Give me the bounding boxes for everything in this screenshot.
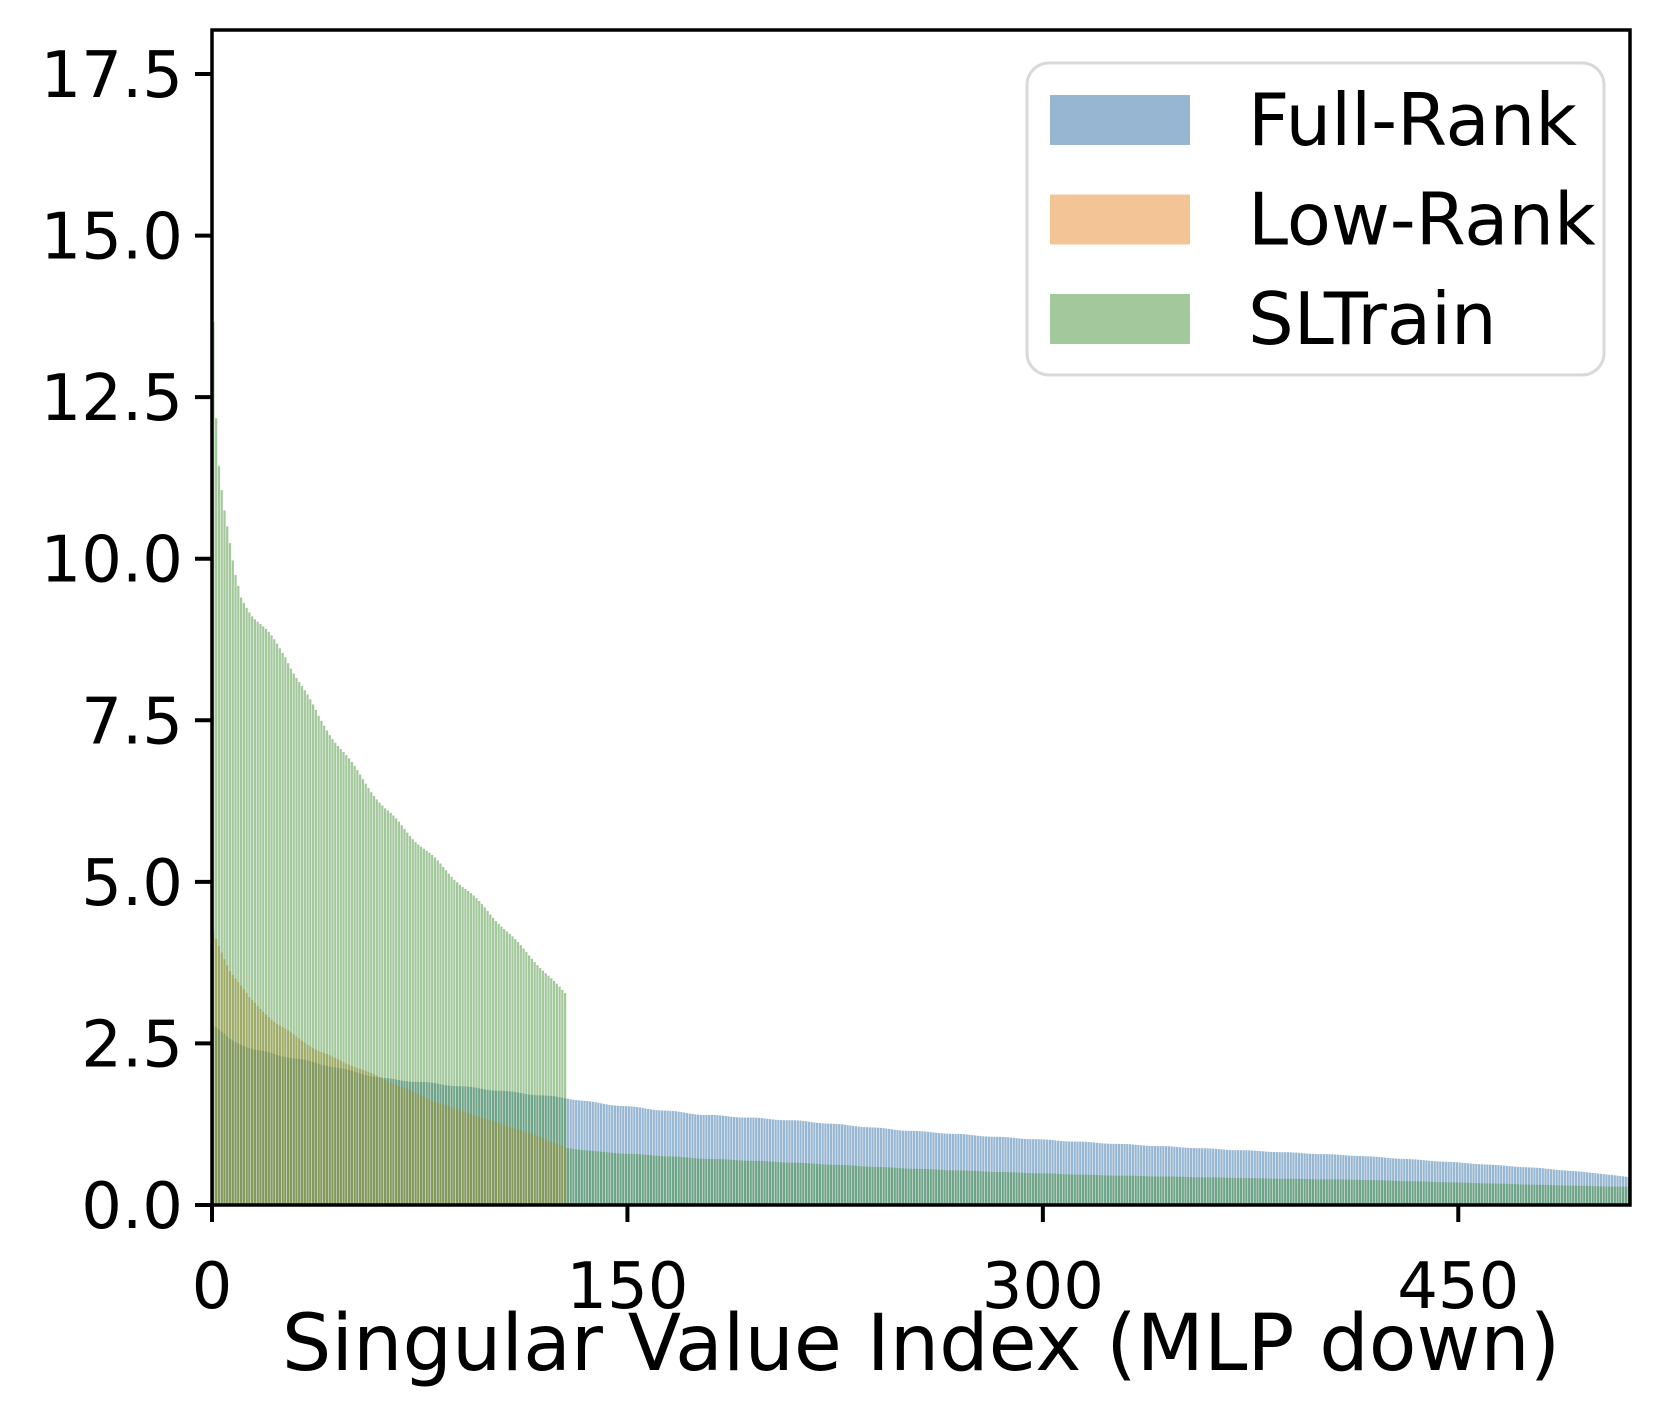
x-tick-label: 300 — [982, 1250, 1104, 1324]
legend-label-full-rank: Full-Rank — [1248, 78, 1577, 162]
y-axis: 0.0 2.5 5.0 7.5 10.0 12.5 15.0 17.5 — [41, 39, 212, 1244]
x-axis-label: Singular Value Index (MLP down) — [282, 1299, 1560, 1389]
legend-label-low-rank: Low-Rank — [1248, 178, 1596, 262]
x-tick-label: 0 — [192, 1250, 233, 1324]
legend-label-sltrain: SLTrain — [1248, 277, 1497, 361]
y-tick-label: 12.5 — [41, 362, 184, 436]
legend-item-sltrain: SLTrain — [1050, 277, 1497, 361]
legend-swatch-low-rank — [1050, 194, 1190, 245]
x-axis: 0 150 300 450 — [192, 1205, 1519, 1324]
legend: Full-Rank Low-Rank SLTrain — [1025, 61, 1606, 377]
y-tick-label: 0.0 — [81, 1170, 183, 1244]
y-tick-label: 15.0 — [41, 201, 184, 275]
y-tick-label: 7.5 — [81, 685, 183, 759]
plot-border — [210, 28, 1632, 1207]
y-tick-label: 17.5 — [41, 39, 184, 113]
legend-swatch-sltrain — [1050, 294, 1190, 344]
y-tick-label: 10.0 — [41, 524, 184, 598]
x-tick-label: 150 — [566, 1250, 688, 1324]
y-tick-label: 5.0 — [81, 847, 183, 921]
legend-swatch-full-rank — [1050, 95, 1190, 145]
x-tick-label: 450 — [1397, 1250, 1519, 1324]
y-tick-label: 2.5 — [81, 1008, 183, 1082]
legend-item-full-rank: Full-Rank — [1050, 78, 1577, 162]
series-sltrain — [212, 321, 1630, 1206]
legend-item-low-rank: Low-Rank — [1050, 178, 1596, 262]
